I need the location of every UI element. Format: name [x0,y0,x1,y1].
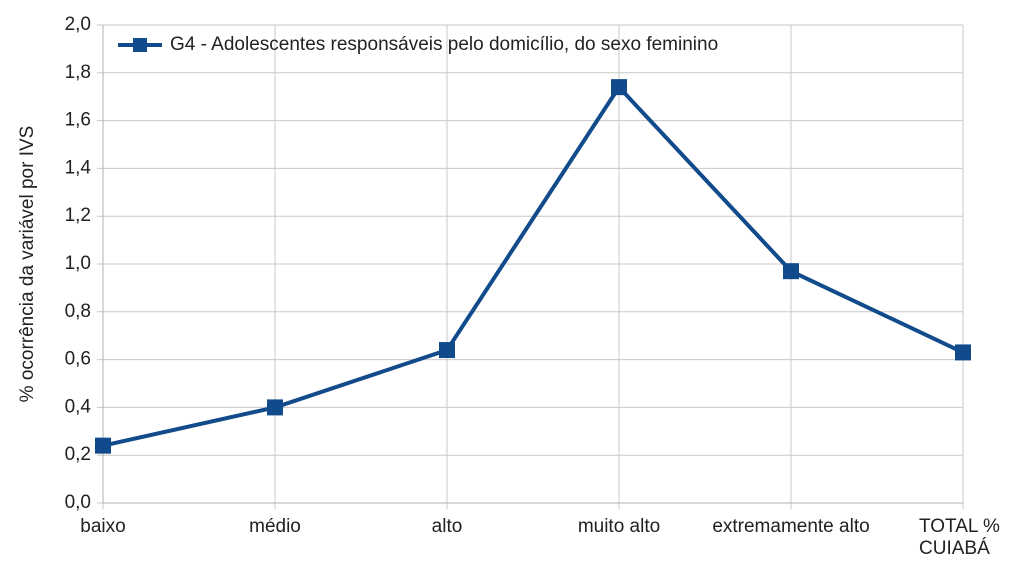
x-tick-label: muito alto [577,516,661,537]
point-marker [439,342,455,359]
y-axis-label: % ocorrência da variável por IVS [17,126,38,403]
x-tick-label: TOTAL % CUIABÁ [919,516,1000,559]
y-tick-label: 1,2 [65,205,91,226]
y-tick-label: 1,0 [65,253,91,274]
y-tick-label: 0,4 [65,396,92,417]
x-tick-label: alto [431,516,463,537]
legend-label: G4 - Adolescentes responsáveis pelo domi… [170,34,718,55]
y-tick-label: 1,8 [65,62,91,83]
y-tick-label: 1,4 [65,157,92,178]
y-tick-label: 0,0 [65,492,91,513]
point-marker [783,263,799,280]
point-marker [955,344,971,361]
legend-marker [133,38,147,52]
y-tick-label: 0,6 [65,349,91,370]
y-tick-label: 2,0 [65,14,91,35]
x-tick-label: extremamente alto [712,516,870,537]
point-marker [95,437,111,454]
x-tick-label: baixo [80,516,126,537]
series-line [102,83,964,448]
y-tick-label: 0,2 [65,444,91,465]
x-tick-label: médio [249,516,301,537]
point-marker [267,399,283,416]
y-tick-label: 1,6 [65,110,91,131]
point-marker [611,79,627,96]
y-tick-label: 0,8 [65,301,91,322]
